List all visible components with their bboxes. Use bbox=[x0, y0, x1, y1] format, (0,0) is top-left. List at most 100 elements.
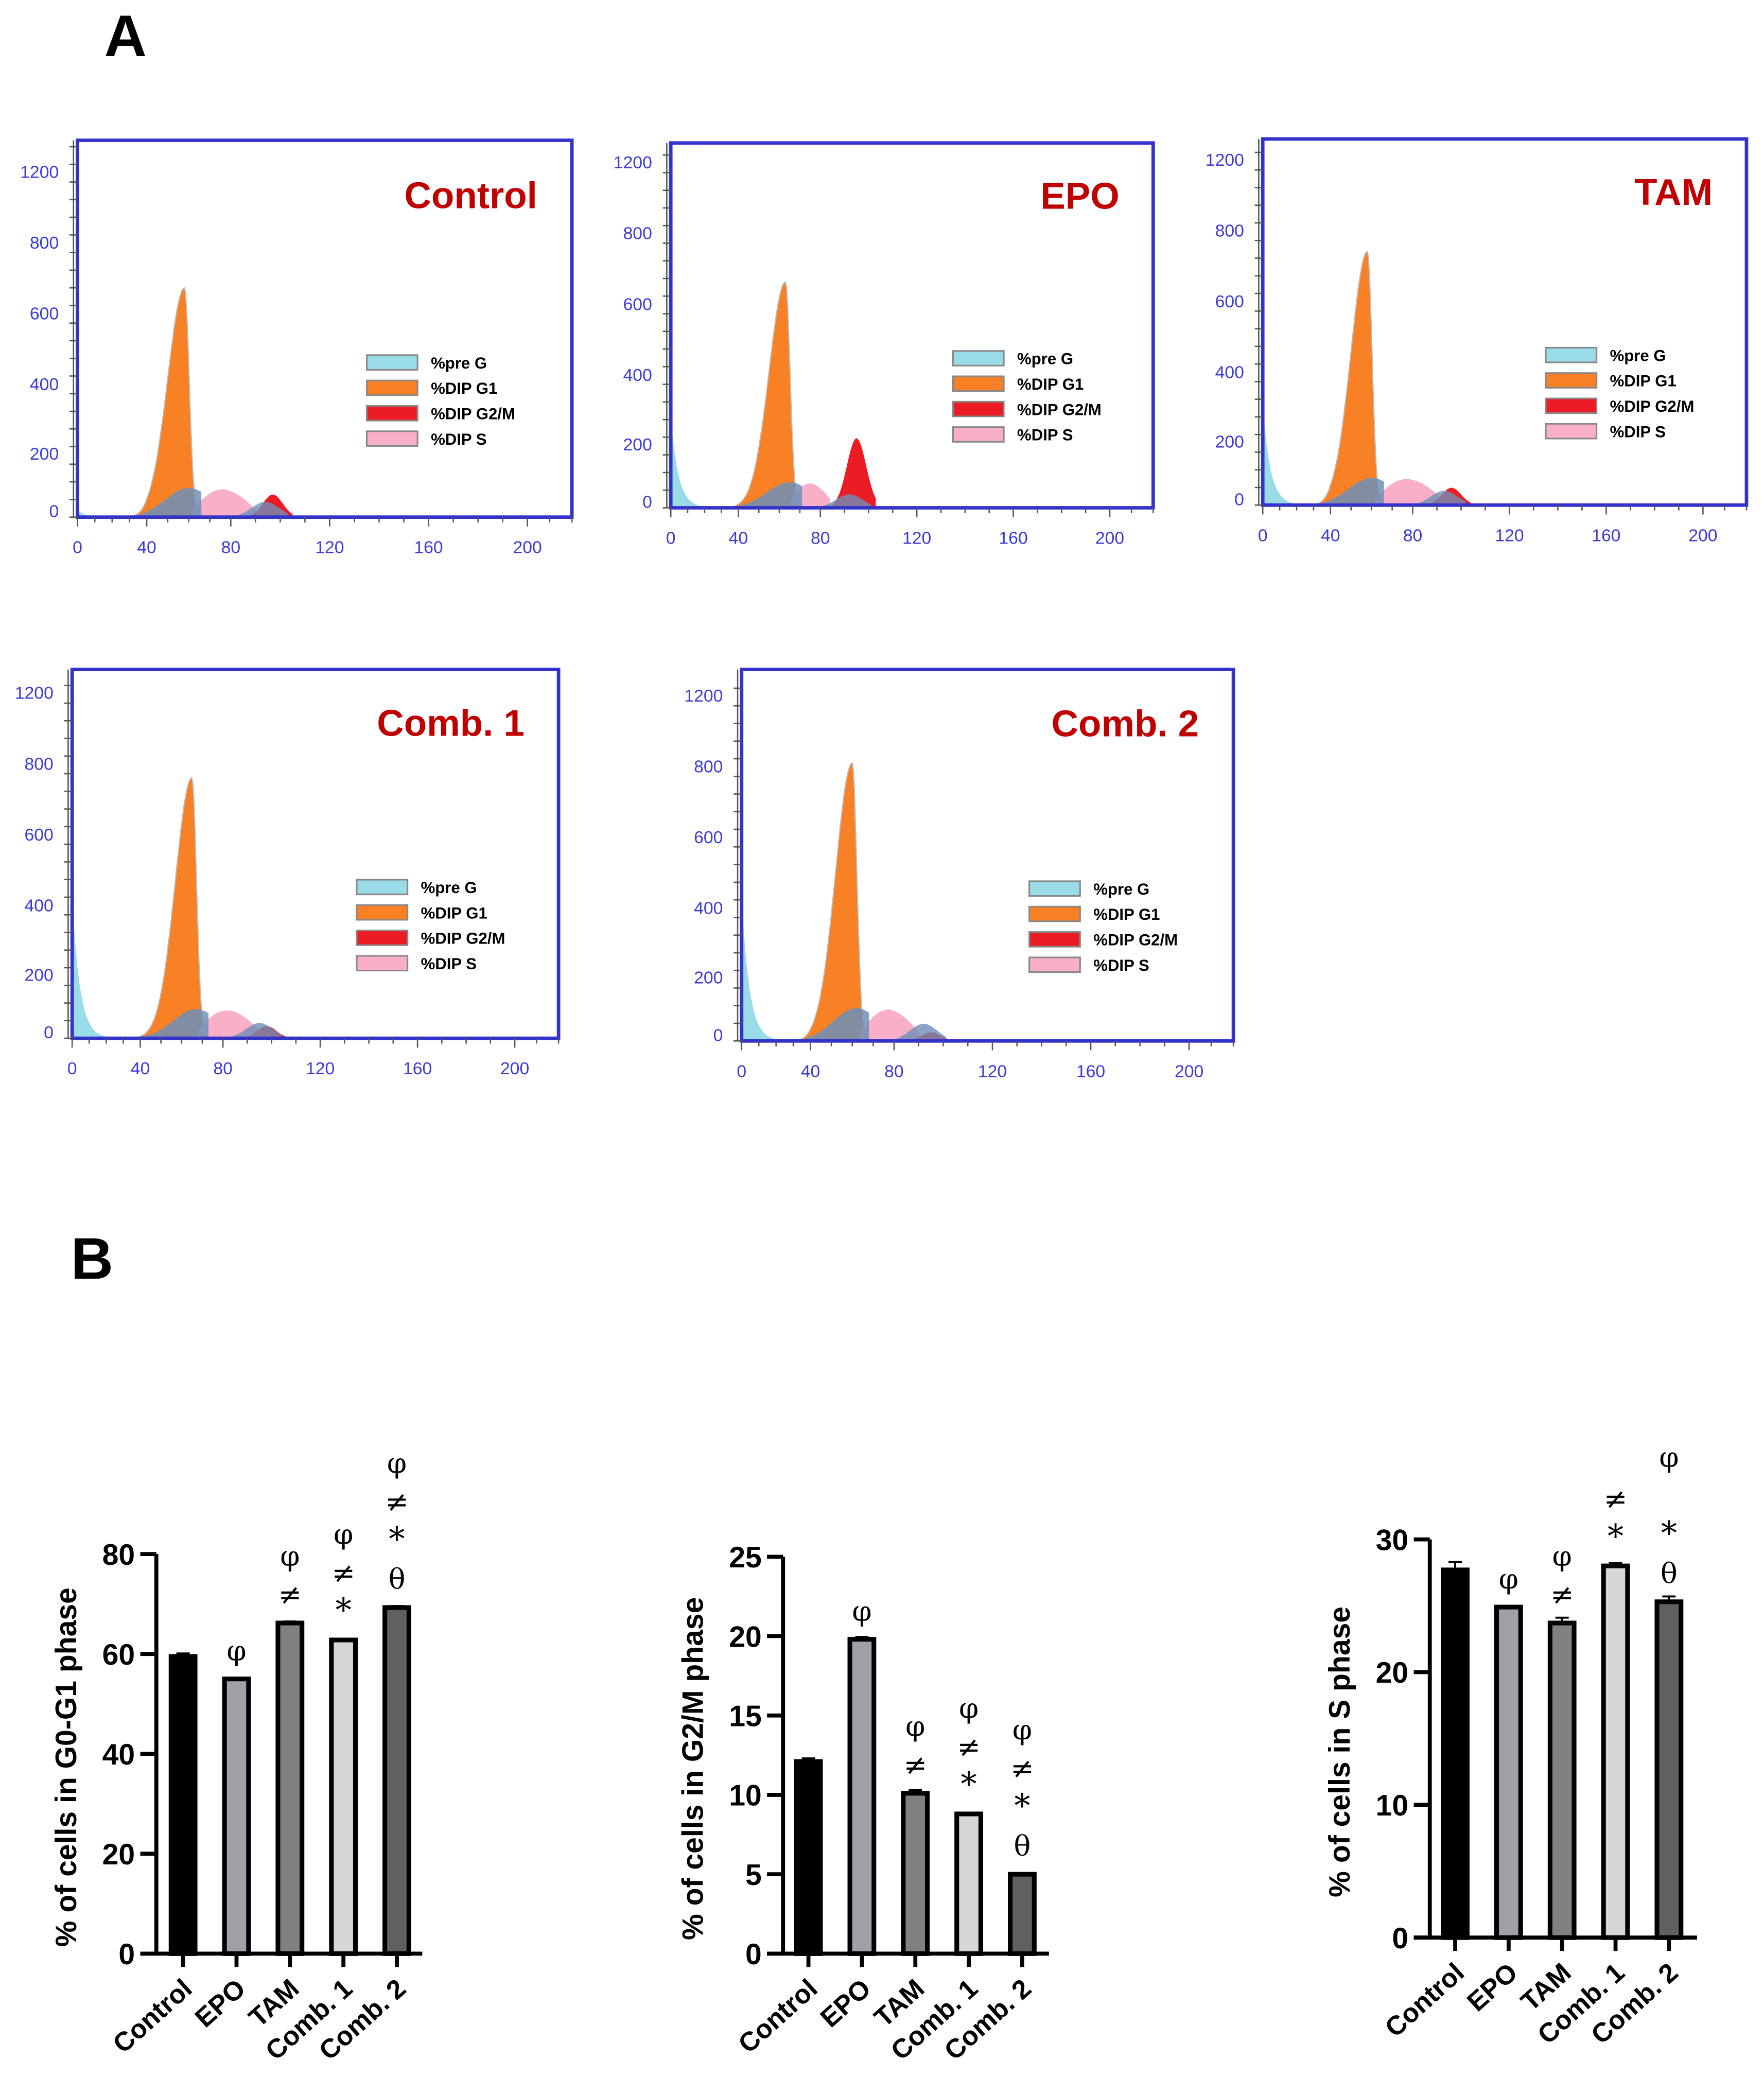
x-tick-label: 120 bbox=[306, 1059, 335, 1078]
x-tick-label: 0 bbox=[666, 529, 676, 548]
y-tick-label: 0 bbox=[745, 1938, 762, 1971]
y-tick-label: 20 bbox=[102, 1838, 135, 1871]
y-tick-label: 25 bbox=[729, 1541, 762, 1574]
legend-label: %DIP S bbox=[421, 955, 477, 973]
significance-mark: φ bbox=[959, 1691, 979, 1724]
legend-item: %DIP G2/M bbox=[365, 405, 515, 423]
category-label: Control bbox=[108, 1974, 198, 2059]
y-tick-label: 600 bbox=[1215, 292, 1244, 311]
x-tick-label: 120 bbox=[978, 1061, 1007, 1081]
significance-mark: φ bbox=[387, 1446, 407, 1479]
legend-label: %DIP S bbox=[1017, 426, 1073, 444]
x-tick-label: 80 bbox=[884, 1061, 904, 1081]
y-tick-label: 0 bbox=[44, 1023, 54, 1042]
histogram-frame bbox=[740, 668, 1235, 1043]
significance-mark: * bbox=[1661, 1514, 1677, 1552]
histogram-panel: 0 200 400 600 800 1200 0 40 80 120 160 200 Comb. 1 %p… bbox=[15, 668, 561, 1078]
x-tick-label: 0 bbox=[73, 538, 82, 557]
legend-item: %DIP S bbox=[1028, 956, 1149, 974]
x-tick-label: 160 bbox=[414, 538, 443, 557]
legend-item: %pre G bbox=[365, 354, 487, 372]
histogram-panel: 0 200 400 600 800 1200 0 40 80 120 160 200 Control %p… bbox=[20, 138, 574, 557]
y-tick-label: 5 bbox=[745, 1859, 762, 1892]
legend-item: %DIP S bbox=[356, 955, 477, 973]
y-tick-label: 0 bbox=[642, 492, 652, 512]
category-label: EPO bbox=[189, 1974, 251, 2033]
legend-swatch bbox=[1028, 956, 1081, 973]
y-tick-label: 1200 bbox=[20, 162, 59, 182]
legend-label: %pre G bbox=[1017, 350, 1073, 368]
legend-label: %pre G bbox=[1093, 880, 1149, 898]
y-tick-label: 200 bbox=[25, 965, 54, 985]
legend-label: %DIP S bbox=[431, 430, 486, 448]
legend-label: %DIP G2/M bbox=[1093, 931, 1178, 949]
y-tick-label: 400 bbox=[30, 375, 59, 394]
histogram-frame bbox=[76, 138, 574, 519]
legend-swatch bbox=[356, 955, 409, 972]
significance-mark: θ bbox=[389, 1563, 406, 1596]
legend-swatch bbox=[356, 930, 409, 946]
x-tick-label: 80 bbox=[1403, 526, 1423, 545]
y-tick-label: 200 bbox=[1215, 432, 1244, 452]
y-tick-label: 10 bbox=[1376, 1789, 1409, 1822]
significance-mark: * bbox=[961, 1766, 977, 1803]
legend-label: %DIP G1 bbox=[1093, 905, 1160, 923]
bar bbox=[329, 1637, 358, 1956]
x-tick-label: 200 bbox=[1095, 529, 1124, 548]
legend-label: %DIP G1 bbox=[421, 904, 487, 922]
legend-swatch bbox=[365, 379, 418, 396]
legend-label: %DIP G2/M bbox=[1017, 400, 1102, 418]
significance-mark: ≠ bbox=[385, 1485, 409, 1518]
pre-g-area bbox=[1263, 404, 1300, 505]
legend-swatch bbox=[1545, 423, 1598, 440]
y-tick-label: 200 bbox=[694, 968, 723, 988]
bar bbox=[382, 1605, 411, 1956]
g2m-model-area bbox=[823, 494, 871, 508]
category-label: EPO bbox=[1461, 1958, 1523, 2017]
histogram-title: EPO bbox=[1040, 175, 1119, 217]
legend-item: %pre G bbox=[356, 879, 477, 897]
significance-mark: ≠ bbox=[1604, 1482, 1628, 1515]
y-tick-label: 0 bbox=[713, 1025, 723, 1045]
legend-item: %pre G bbox=[952, 350, 1073, 368]
legend-label: %pre G bbox=[1610, 346, 1666, 364]
x-tick-label: 200 bbox=[500, 1059, 529, 1078]
bar bbox=[1654, 1599, 1684, 1940]
legend-label: %DIP G2/M bbox=[431, 405, 515, 423]
bar bbox=[901, 1791, 930, 1956]
x-tick-label: 160 bbox=[999, 529, 1027, 548]
legend-item: %DIP G2/M bbox=[1028, 931, 1178, 949]
x-tick-label: 120 bbox=[315, 538, 344, 557]
legend-swatch bbox=[1545, 397, 1598, 414]
significance-mark: * bbox=[389, 1520, 405, 1558]
legend-label: %DIP G1 bbox=[1017, 375, 1084, 393]
legend-label: %DIP G2/M bbox=[421, 930, 505, 948]
g1-area bbox=[718, 281, 798, 509]
legend-swatch bbox=[1028, 931, 1081, 948]
significance-mark: θ bbox=[1661, 1557, 1678, 1590]
legend-swatch bbox=[952, 400, 1005, 417]
legend-swatch bbox=[356, 904, 409, 921]
x-tick-label: 200 bbox=[1688, 526, 1717, 545]
y-tick-label: 0 bbox=[49, 502, 59, 521]
legend-swatch bbox=[952, 426, 1005, 443]
y-tick-label: 200 bbox=[623, 435, 652, 455]
bar bbox=[275, 1620, 305, 1956]
significance-mark: φ bbox=[905, 1709, 925, 1742]
g2m-model-area bbox=[1417, 491, 1466, 505]
x-tick-label: 160 bbox=[1076, 1061, 1105, 1081]
pre-g-area bbox=[72, 896, 110, 1039]
y-tick-label: 60 bbox=[102, 1638, 135, 1671]
histogram-panel: 0 200 400 600 800 1200 0 40 80 120 160 200 EPO %pre G… bbox=[614, 141, 1155, 548]
y-tick-label: 800 bbox=[1215, 221, 1244, 240]
legend-swatch bbox=[952, 350, 1005, 366]
significance-mark: ≠ bbox=[331, 1556, 355, 1589]
bar bbox=[794, 1759, 823, 1956]
bar-chart: 0 20 40 60 80 % of cells in G0-G1 phase Contro… bbox=[50, 1446, 423, 2066]
y-tick-label: 0 bbox=[1234, 490, 1244, 509]
significance-mark: φ bbox=[1499, 1562, 1518, 1595]
y-axis-title: % of cells in G2/M phase bbox=[676, 1597, 709, 1940]
legend-item: %DIP G2/M bbox=[1545, 397, 1694, 415]
histogram-title: Comb. 2 bbox=[1052, 703, 1199, 744]
legend-item: %DIP G2/M bbox=[952, 400, 1102, 418]
